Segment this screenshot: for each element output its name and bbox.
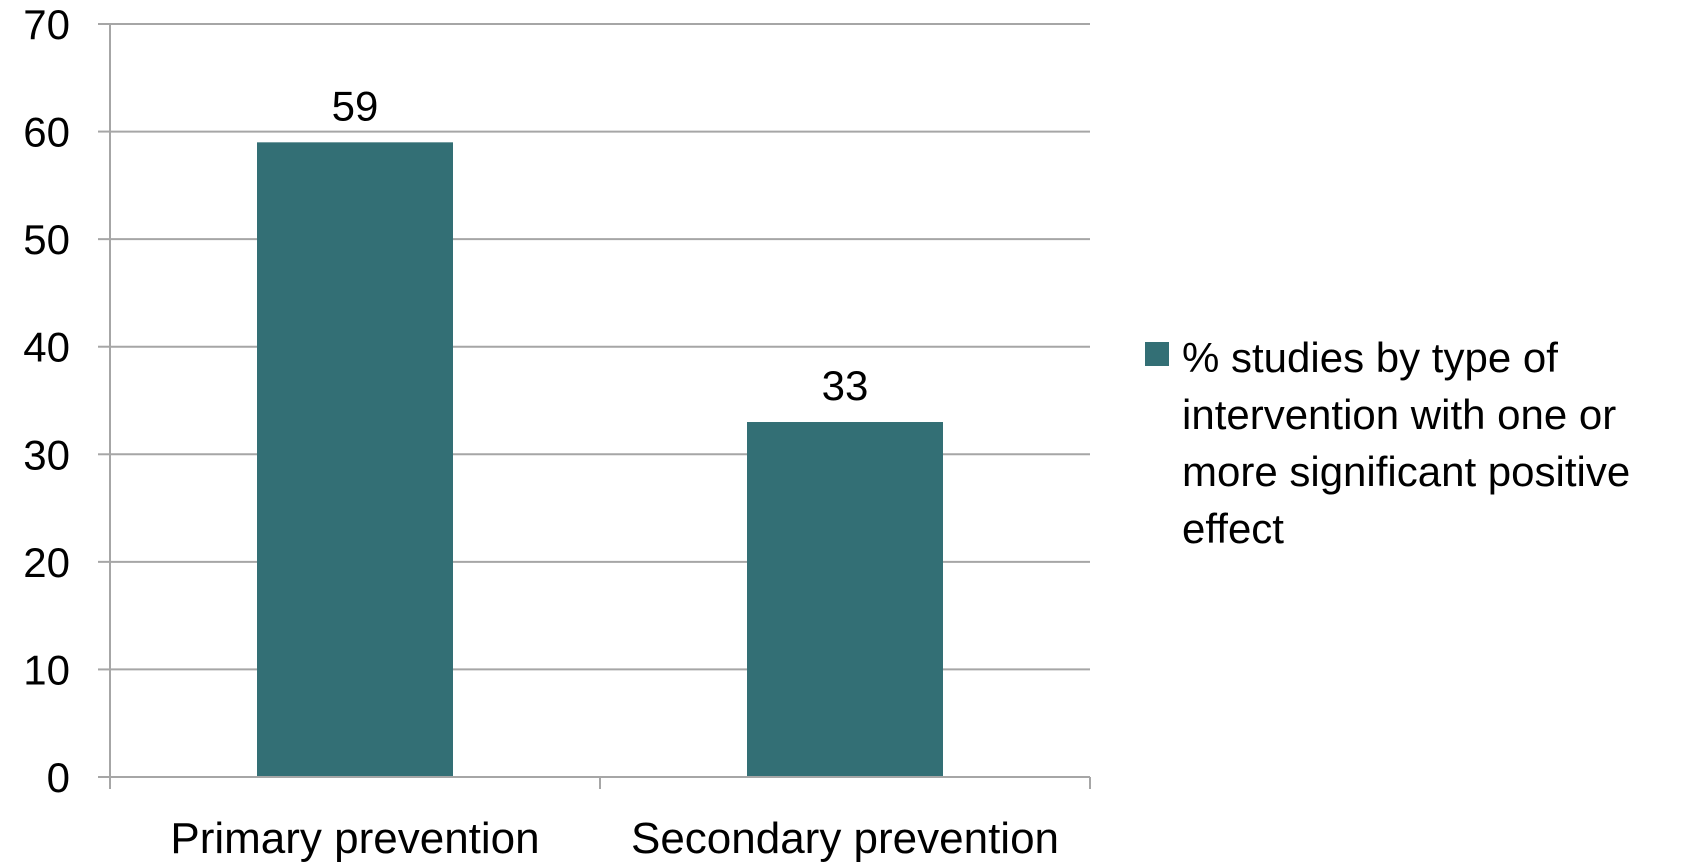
y-tick-label: 50 [23, 216, 70, 263]
bar [257, 142, 453, 778]
legend-line: effect [1182, 505, 1284, 552]
legend-entry-label: % studies by type of intervention with on… [1182, 334, 1630, 552]
legend-line: more significant positive [1182, 448, 1630, 495]
y-tick-label: 60 [23, 109, 70, 156]
data-labels: 59 33 [332, 82, 869, 409]
axes [109, 24, 1091, 789]
y-tick-label: 70 [23, 1, 70, 48]
y-tick-label: 0 [47, 754, 70, 801]
x-axis-category-labels: Primary prevention Secondary prevention [170, 814, 1059, 863]
y-axis-tick-labels: 0 10 20 30 40 50 60 70 [23, 1, 70, 801]
bar [747, 422, 943, 777]
y-tick-label: 40 [23, 324, 70, 371]
y-tick-label: 20 [23, 539, 70, 586]
x-category-label: Primary prevention [170, 814, 539, 862]
bar-data-label: 59 [332, 82, 379, 129]
y-tick-label: 10 [23, 646, 70, 693]
bar-data-label: 33 [822, 362, 869, 409]
legend: % studies by type of intervention with on… [1145, 334, 1630, 552]
legend-line: % studies by type of [1182, 334, 1558, 381]
legend-line: intervention with one or [1182, 391, 1616, 438]
y-tick-label: 30 [23, 431, 70, 478]
bars [257, 142, 943, 778]
x-category-label: Secondary prevention [631, 814, 1059, 862]
legend-swatch [1145, 342, 1169, 366]
